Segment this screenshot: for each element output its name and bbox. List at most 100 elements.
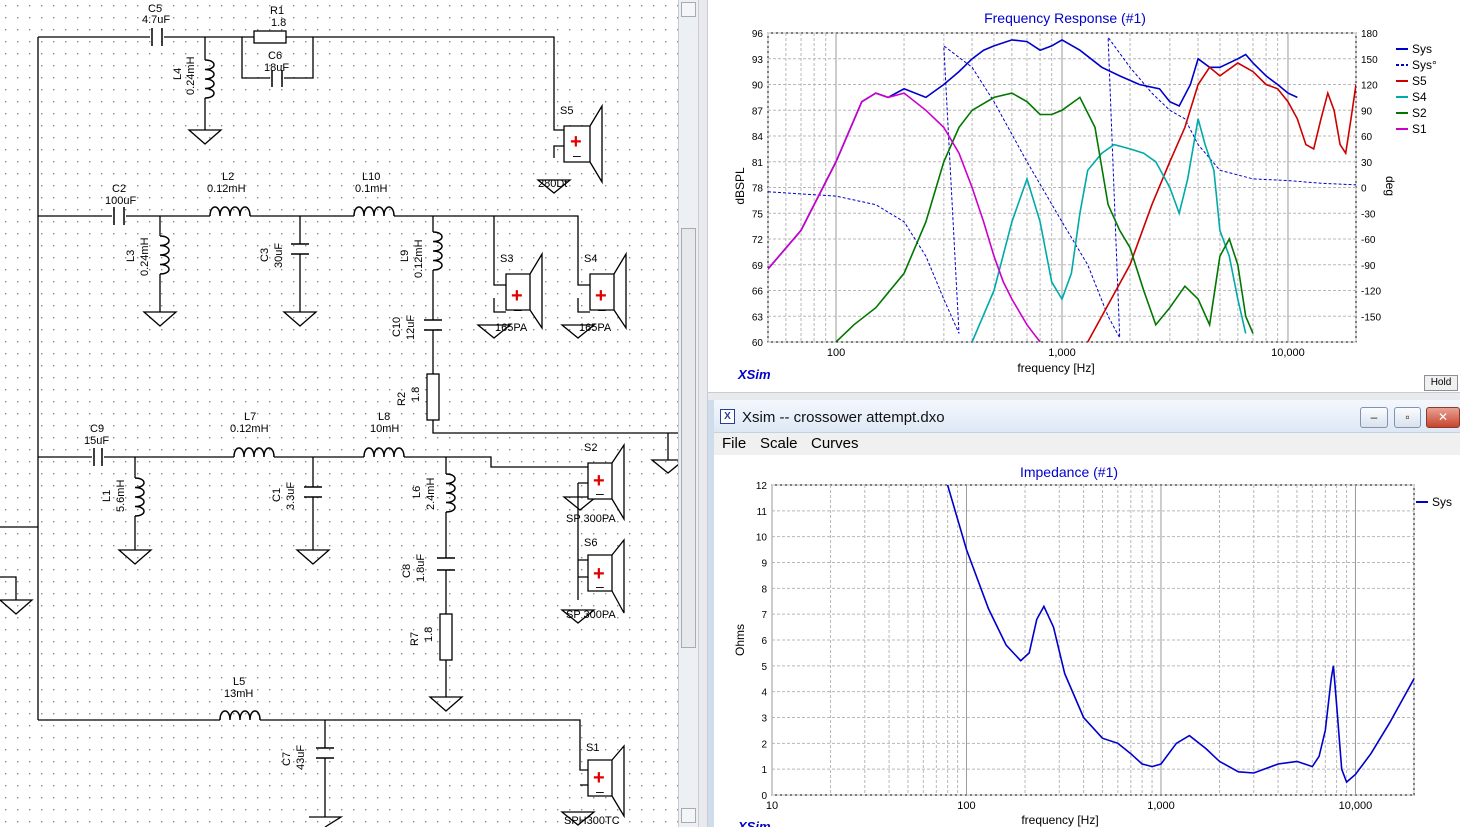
legend-entry: Sys [1432, 495, 1452, 509]
c3-ref: C3 [259, 248, 271, 262]
fr-curves [768, 35, 1356, 342]
l5-ref: L5 [233, 676, 245, 688]
schematic-vertical-scrollbar[interactable] [678, 0, 698, 827]
resistor-symbols [253, 30, 453, 661]
impedance-y-axis-label: Ohms [733, 624, 747, 656]
l8-ref: L8 [378, 411, 390, 423]
svg-text:–: – [573, 147, 581, 163]
menu-scale[interactable]: Scale [760, 435, 798, 452]
y2-tick-label: 120 [1361, 81, 1378, 92]
c2-value: 100uF [105, 195, 136, 207]
series-line-Sys [768, 38, 1298, 270]
minimize-button[interactable]: ‒ [1360, 407, 1388, 428]
y-tick-label: 10 [756, 533, 768, 544]
frequency-response-chart[interactable]: Frequency Response (#1) 100 1,000 10,000 60… [708, 0, 1460, 392]
c9-ref: C9 [90, 423, 104, 435]
l7-ref: L7 [244, 411, 256, 423]
y-tick-label: 7 [761, 610, 767, 621]
svg-text:–: – [598, 301, 606, 317]
svg-text:+: + [570, 131, 582, 153]
l2-value: 0.12mH [207, 183, 246, 195]
r2-ref: R2 [396, 392, 408, 406]
horizontal-splitter[interactable] [708, 392, 1460, 400]
c10-ref: C10 [391, 317, 403, 337]
y2-tick-label: -90 [1361, 261, 1376, 272]
xsim-brand-top: XSim [737, 367, 771, 382]
c8-ref: C8 [401, 564, 413, 578]
fr-legend: Sys Sys° S5 S4 S2 S1 [1396, 42, 1437, 136]
y-tick-label: 63 [752, 312, 764, 323]
scroll-down-arrow[interactable] [681, 808, 696, 823]
legend-entry: S4 [1412, 90, 1427, 104]
y-tick-label: 69 [752, 261, 764, 272]
l3-ref: L3 [125, 250, 137, 262]
r7-ref: R7 [409, 632, 421, 646]
l4-ref: L4 [172, 68, 184, 80]
x-tick-label: 1,000 [1048, 347, 1076, 359]
speaker-symbols [505, 103, 627, 819]
impedance-window: X Xsim -- crossower attempt.dxo ‒ ▫ ✕ Fi… [708, 400, 1460, 827]
fr-chart-title: Frequency Response (#1) [984, 10, 1146, 26]
s5-model: 280Dt [538, 178, 567, 190]
y2-tick-label: -60 [1361, 235, 1376, 246]
inductor-symbols [134, 59, 456, 721]
svg-text:–: – [596, 783, 604, 799]
y2-tick-label: 90 [1361, 106, 1373, 117]
window-title: Xsim -- crossower attempt.dxo [742, 409, 945, 426]
scroll-up-arrow[interactable] [681, 2, 696, 17]
close-button[interactable]: ✕ [1426, 407, 1460, 428]
s5-ref: S5 [560, 105, 573, 117]
legend-entry: S1 [1412, 122, 1427, 136]
window-titlebar[interactable]: X Xsim -- crossower attempt.dxo ‒ ▫ ✕ [714, 400, 1460, 433]
impedance-x-axis-label: frequency [Hz] [1021, 813, 1098, 827]
schematic-canvas[interactable]: + + + + + + – – – – – – C5 4.7uF R1 1.8 … [0, 0, 698, 827]
legend-entry: S2 [1412, 106, 1427, 120]
scroll-thumb[interactable] [681, 228, 696, 648]
speaker-minus-marks: – – – – – – [514, 147, 606, 799]
c6-ref: C6 [268, 50, 282, 62]
y2-tick-label: 30 [1361, 158, 1373, 169]
fr-y-axis-label: dBSPL [733, 167, 747, 205]
svg-text:+: + [593, 470, 605, 492]
c7-ref: C7 [281, 752, 293, 766]
svg-text:+: + [593, 767, 605, 789]
pane-splitter[interactable] [698, 0, 708, 827]
s3-model: 165PA [495, 322, 528, 334]
y2-tick-label: 0 [1361, 184, 1367, 195]
speaker-polarity-marks: + + + + + + [511, 131, 607, 789]
hold-button[interactable]: Hold [1424, 375, 1458, 391]
xsim-app-icon: X [720, 409, 735, 424]
series-line-Sys [946, 485, 1414, 784]
svg-text:–: – [514, 301, 522, 317]
y2-tick-label: 150 [1361, 55, 1378, 66]
maximize-button[interactable]: ▫ [1394, 407, 1421, 428]
legend-entry: S5 [1412, 74, 1427, 88]
c3-value: 30uF [273, 243, 285, 268]
capacitor-symbols [93, 28, 455, 759]
y-tick-label: 66 [752, 287, 764, 298]
y-tick-label: 90 [752, 81, 764, 92]
l7-value: 0.12mH [230, 423, 269, 435]
l3-value: 0.24mH [139, 237, 151, 276]
c9-value: 15uF [84, 435, 109, 447]
x-tick-label: 10 [766, 800, 778, 812]
impedance-chart[interactable]: Impedance (#1) 10 100 1,000 10,000012345678… [714, 455, 1460, 827]
y-tick-label: 81 [752, 158, 764, 169]
s3-ref: S3 [500, 253, 513, 265]
fr-ticks: 100 1,000 10,000 60 63 66 69 72 75 78 81 84 87 90 93 96… [752, 29, 1382, 359]
y2-tick-label: -120 [1361, 287, 1381, 298]
fr-y2-axis-label: deg [1383, 176, 1397, 196]
s6-model: SP 300PA [566, 609, 616, 621]
l9-ref: L9 [399, 250, 411, 262]
impedance-curves [946, 485, 1414, 784]
x-tick-label: 100 [827, 347, 845, 359]
s1-model: SPH300TC [564, 815, 620, 827]
y-tick-label: 78 [752, 184, 764, 195]
menu-curves[interactable]: Curves [811, 435, 859, 452]
menu-file[interactable]: File [722, 435, 747, 452]
y-tick-label: 6 [761, 636, 767, 647]
y-tick-label: 8 [761, 584, 767, 595]
y-tick-label: 9 [761, 559, 767, 570]
l10-value: 0.1mH [355, 183, 387, 195]
